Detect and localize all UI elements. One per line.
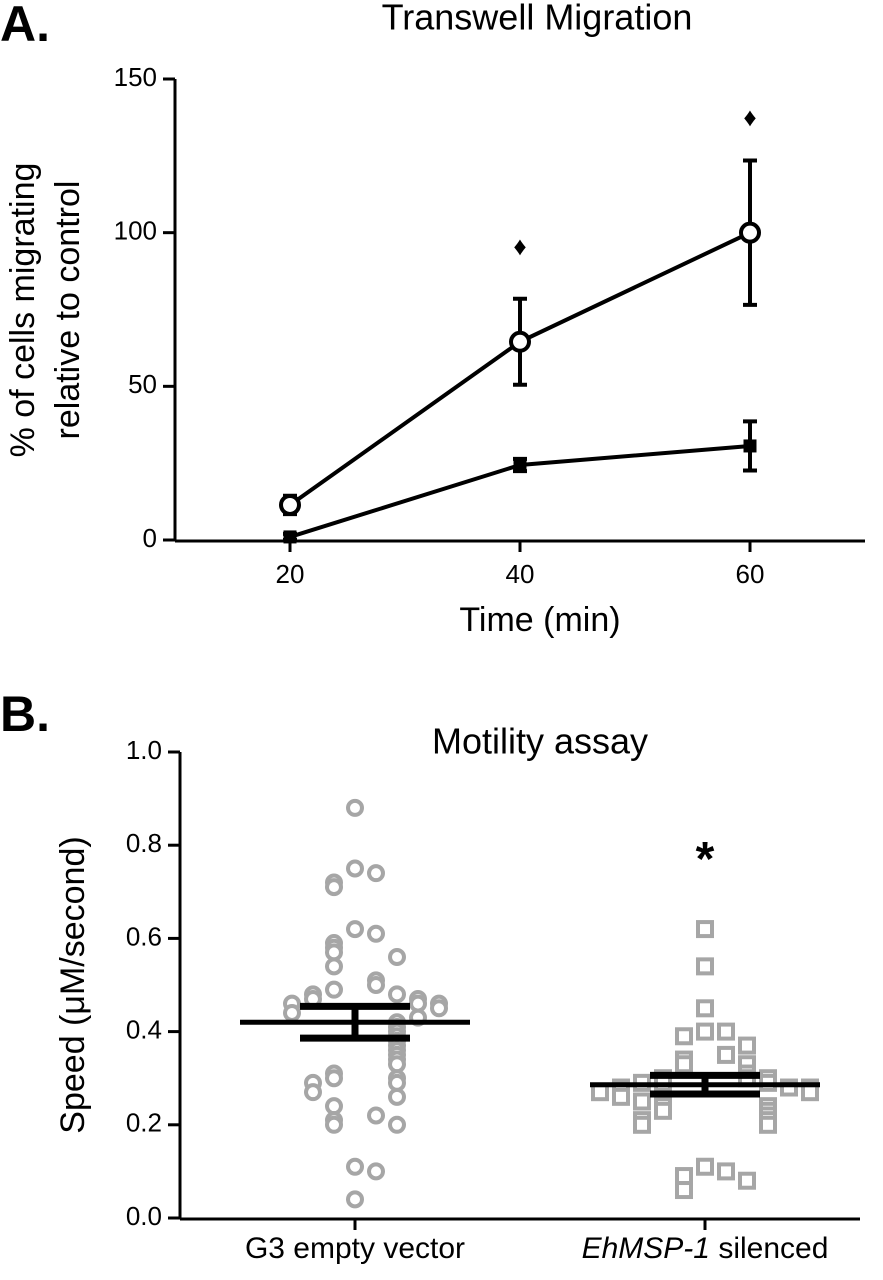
y-axis-label: % of cells migrating — [4, 163, 42, 458]
marker — [717, 1162, 735, 1181]
y-tick-label: 0.2 — [126, 1108, 162, 1138]
marker — [325, 1115, 343, 1134]
annotation: * — [696, 833, 715, 886]
marker — [325, 1069, 343, 1088]
marker — [325, 1097, 343, 1116]
marker — [696, 920, 714, 939]
marker — [633, 1115, 651, 1134]
x-tick-label: 60 — [736, 559, 765, 589]
marker — [325, 878, 343, 897]
marker — [388, 1087, 406, 1106]
marker — [346, 920, 364, 939]
marker — [346, 798, 364, 817]
marker — [675, 1181, 693, 1200]
marker — [591, 1083, 609, 1102]
marker — [739, 221, 761, 244]
marker — [346, 1157, 364, 1176]
x-tick-label: 20 — [276, 559, 305, 589]
marker — [325, 957, 343, 976]
marker — [409, 994, 427, 1013]
y-tick-label: 0.8 — [126, 828, 162, 858]
marker — [346, 859, 364, 878]
marker — [325, 943, 343, 962]
marker — [738, 1036, 756, 1055]
marker — [279, 493, 301, 516]
marker — [367, 976, 385, 994]
marker — [388, 948, 406, 967]
marker — [759, 1115, 777, 1134]
marker — [388, 985, 406, 1004]
marker — [283, 1003, 301, 1022]
x-tick-label: 40 — [506, 559, 535, 589]
y-tick-label: 50 — [128, 369, 157, 399]
marker — [346, 1190, 364, 1209]
marker — [367, 864, 385, 883]
marker — [388, 1073, 406, 1092]
marker — [738, 1171, 756, 1190]
marker — [696, 999, 714, 1018]
marker — [304, 1083, 322, 1102]
x-axis-label: Time (min) — [459, 601, 620, 639]
marker — [612, 1087, 630, 1106]
marker — [696, 957, 714, 976]
marker — [513, 458, 527, 472]
error-bar — [300, 1002, 410, 1042]
error-bar — [650, 1071, 760, 1098]
chart-title: Transwell Migration — [382, 0, 693, 38]
y-tick-label: 1.0 — [126, 735, 162, 765]
marker — [675, 1055, 693, 1074]
marker — [717, 1022, 735, 1041]
marker — [509, 330, 531, 353]
marker — [430, 999, 448, 1018]
marker — [325, 980, 343, 999]
marker — [743, 439, 757, 453]
y-tick-label: 0.4 — [126, 1014, 162, 1044]
y-tick-label: 0.0 — [126, 1201, 162, 1231]
marker — [654, 1101, 672, 1120]
marker — [696, 1022, 714, 1041]
marker — [367, 1106, 385, 1125]
marker — [675, 1027, 693, 1046]
marker — [367, 1162, 385, 1181]
panel-label: A. — [0, 0, 50, 52]
label-part: silenced — [710, 1232, 828, 1265]
x-tick-label: EhMSP-1 silenced — [582, 1232, 829, 1265]
marker — [388, 1055, 406, 1074]
annotation: ♦ — [743, 102, 756, 132]
x-tick-label: G3 empty vector — [245, 1232, 465, 1265]
marker — [283, 530, 297, 544]
marker — [367, 924, 385, 943]
y-tick-label: 150 — [114, 62, 157, 92]
label-part: EhMSP-1 — [582, 1232, 710, 1265]
y-axis-label: Speed (μM/second) — [54, 836, 92, 1133]
panel-label: B. — [0, 686, 50, 742]
marker — [388, 1115, 406, 1134]
marker — [696, 1157, 714, 1176]
y-tick-label: 0 — [143, 523, 157, 553]
chart-title: Motility assay — [432, 721, 648, 762]
y-tick-label: 100 — [114, 216, 157, 246]
y-tick-label: 0.6 — [126, 921, 162, 951]
marker — [801, 1083, 819, 1102]
annotation: ♦ — [513, 231, 526, 261]
marker — [633, 1092, 651, 1111]
y-axis-label: relative to control — [49, 181, 87, 440]
marker — [717, 1045, 735, 1064]
marker — [675, 1167, 693, 1186]
